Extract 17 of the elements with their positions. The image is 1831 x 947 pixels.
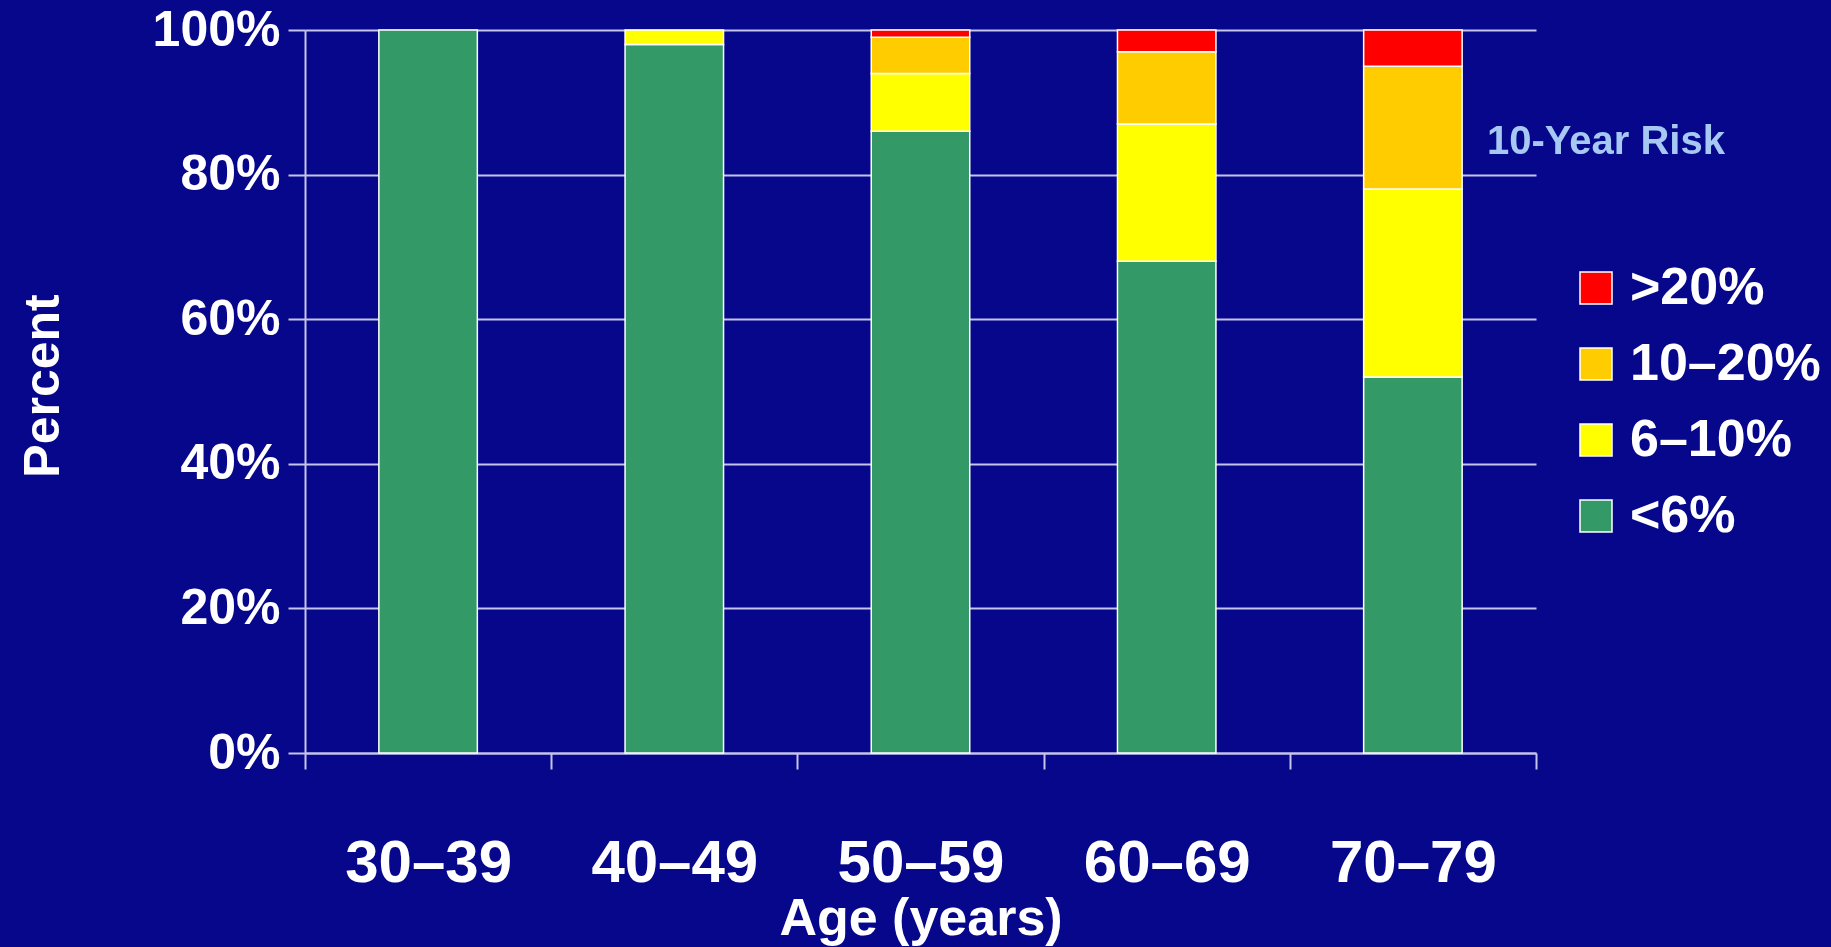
y-tick-label: 80% <box>180 145 281 202</box>
y-axis-title: Percent <box>13 293 70 478</box>
x-tick-label: 30–39 <box>345 827 513 895</box>
y-tick-label: 40% <box>180 434 281 491</box>
legend-label: <6% <box>1630 485 1736 543</box>
y-tick-label: 60% <box>180 289 281 346</box>
x-tick-label: 40–49 <box>591 827 759 895</box>
y-tick-label: 100% <box>152 0 281 57</box>
legend-label: 6–10% <box>1630 409 1792 467</box>
y-tick-label: 20% <box>180 578 281 635</box>
legend-label: >20% <box>1630 257 1765 315</box>
legend-label: 10–20% <box>1630 333 1821 391</box>
x-tick-label: 70–79 <box>1329 827 1497 895</box>
x-tick-label: 60–69 <box>1083 827 1251 895</box>
y-tick-label: 0% <box>208 723 281 780</box>
bar <box>378 29 479 754</box>
legend-title: 10-Year Risk <box>1487 118 1726 162</box>
